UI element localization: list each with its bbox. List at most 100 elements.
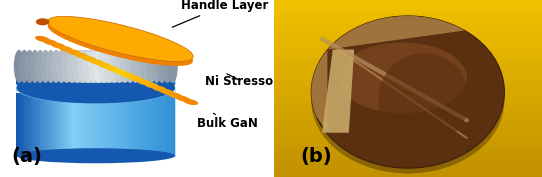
Polygon shape	[16, 72, 19, 84]
Polygon shape	[54, 72, 56, 84]
Polygon shape	[101, 93, 104, 156]
Polygon shape	[30, 72, 33, 84]
Polygon shape	[33, 93, 35, 156]
Polygon shape	[114, 93, 117, 156]
Text: Handle Layer: Handle Layer	[172, 0, 268, 27]
Ellipse shape	[162, 50, 172, 83]
Polygon shape	[274, 62, 542, 66]
Ellipse shape	[16, 77, 175, 92]
Polygon shape	[80, 72, 82, 84]
Polygon shape	[322, 50, 354, 133]
Polygon shape	[133, 93, 136, 156]
Ellipse shape	[78, 50, 88, 83]
Polygon shape	[274, 159, 542, 164]
Polygon shape	[274, 0, 542, 4]
Ellipse shape	[67, 50, 78, 83]
Polygon shape	[91, 93, 93, 156]
Polygon shape	[72, 72, 75, 84]
Polygon shape	[144, 93, 146, 156]
Ellipse shape	[113, 69, 128, 75]
Polygon shape	[274, 97, 542, 102]
Polygon shape	[136, 93, 138, 156]
Polygon shape	[69, 72, 72, 84]
Ellipse shape	[36, 18, 49, 25]
Ellipse shape	[130, 50, 141, 83]
Polygon shape	[130, 93, 133, 156]
Polygon shape	[274, 115, 542, 119]
Ellipse shape	[167, 92, 183, 98]
Polygon shape	[33, 72, 35, 84]
Polygon shape	[109, 93, 112, 156]
Polygon shape	[61, 93, 64, 156]
Polygon shape	[138, 93, 141, 156]
Polygon shape	[114, 72, 117, 84]
Ellipse shape	[72, 50, 82, 83]
Polygon shape	[274, 88, 542, 93]
Ellipse shape	[105, 66, 120, 72]
Ellipse shape	[104, 50, 114, 83]
Ellipse shape	[109, 50, 120, 83]
Polygon shape	[37, 72, 40, 84]
Text: (a): (a)	[11, 147, 42, 166]
Polygon shape	[78, 72, 80, 84]
Polygon shape	[56, 93, 59, 156]
Polygon shape	[64, 93, 67, 156]
Polygon shape	[48, 20, 193, 66]
Polygon shape	[274, 106, 542, 111]
Polygon shape	[72, 93, 75, 156]
Polygon shape	[274, 4, 542, 9]
Polygon shape	[274, 44, 542, 49]
Polygon shape	[37, 93, 40, 156]
Polygon shape	[109, 72, 112, 84]
Ellipse shape	[46, 50, 56, 83]
Polygon shape	[151, 93, 154, 156]
Ellipse shape	[66, 49, 81, 55]
Polygon shape	[88, 72, 91, 84]
Polygon shape	[127, 72, 130, 84]
Polygon shape	[311, 16, 464, 133]
Polygon shape	[274, 49, 542, 53]
Ellipse shape	[16, 73, 175, 104]
Polygon shape	[48, 93, 51, 156]
Polygon shape	[162, 72, 165, 84]
Ellipse shape	[137, 79, 151, 85]
Polygon shape	[78, 93, 80, 156]
Polygon shape	[170, 72, 172, 84]
Polygon shape	[101, 72, 104, 84]
Ellipse shape	[35, 36, 50, 42]
Polygon shape	[157, 93, 159, 156]
Ellipse shape	[146, 50, 157, 83]
Polygon shape	[274, 142, 542, 146]
Ellipse shape	[16, 52, 175, 82]
Polygon shape	[27, 93, 30, 156]
Ellipse shape	[311, 16, 505, 168]
Text: Ni Stressor: Ni Stressor	[205, 74, 279, 88]
Polygon shape	[165, 93, 167, 156]
Polygon shape	[64, 72, 67, 84]
Ellipse shape	[114, 50, 125, 83]
Ellipse shape	[15, 50, 177, 83]
Polygon shape	[274, 155, 542, 159]
Polygon shape	[133, 72, 136, 84]
Polygon shape	[96, 72, 99, 84]
Polygon shape	[274, 18, 542, 22]
Polygon shape	[106, 72, 109, 84]
Polygon shape	[274, 75, 542, 80]
Polygon shape	[274, 128, 542, 133]
Polygon shape	[88, 93, 91, 156]
Polygon shape	[159, 93, 162, 156]
Polygon shape	[274, 31, 542, 35]
Ellipse shape	[128, 76, 144, 82]
Polygon shape	[149, 72, 151, 84]
Polygon shape	[154, 93, 157, 156]
Polygon shape	[99, 93, 101, 156]
Polygon shape	[274, 93, 542, 97]
Ellipse shape	[144, 82, 159, 88]
Polygon shape	[130, 72, 133, 84]
Ellipse shape	[82, 56, 96, 62]
Polygon shape	[19, 72, 22, 84]
Polygon shape	[51, 72, 54, 84]
Polygon shape	[125, 93, 127, 156]
Polygon shape	[141, 72, 144, 84]
Ellipse shape	[74, 52, 89, 59]
